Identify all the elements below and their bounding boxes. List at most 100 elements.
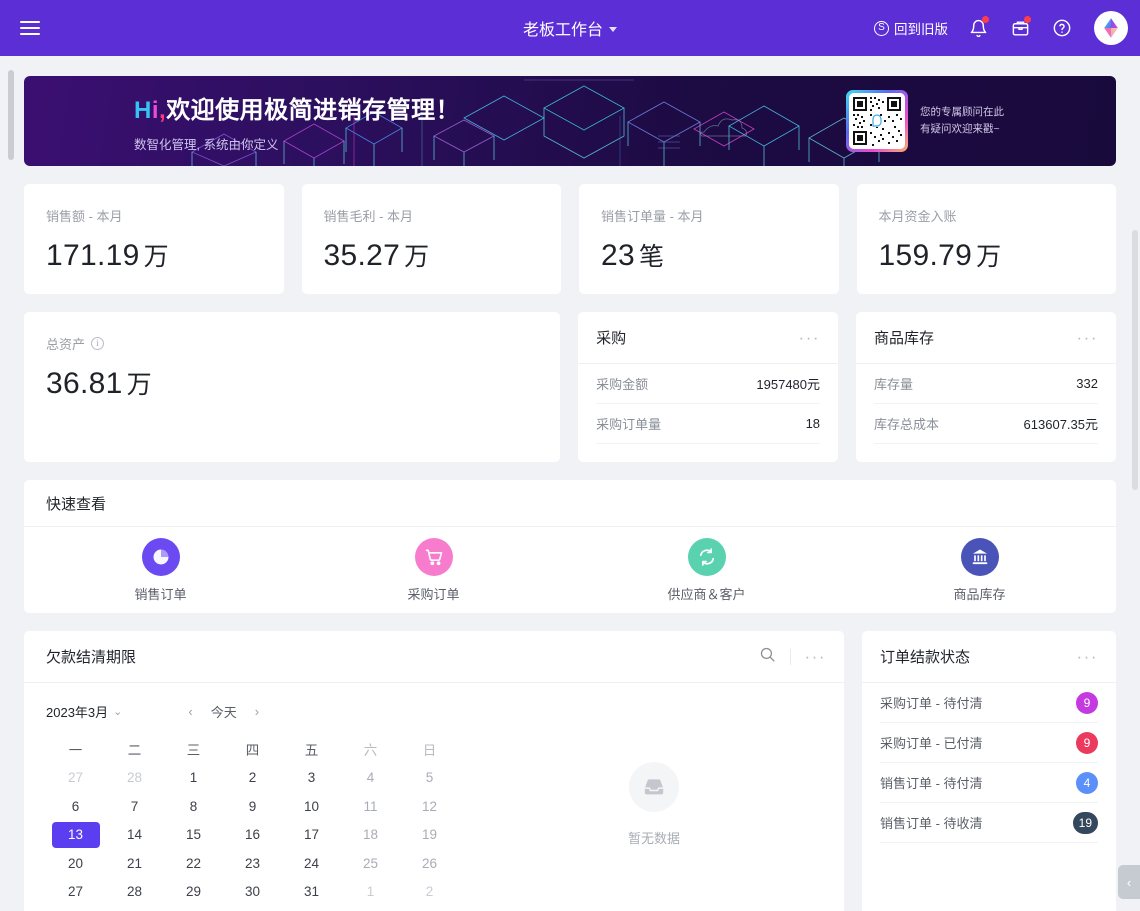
- calendar-day[interactable]: 3: [46, 906, 105, 911]
- more-options-icon[interactable]: ···: [1076, 327, 1098, 347]
- calendar-day[interactable]: 6: [223, 906, 282, 911]
- inbox-icon[interactable]: [1008, 16, 1032, 40]
- calendar-day[interactable]: 27: [67, 884, 84, 900]
- calendar-day[interactable]: 1: [366, 884, 375, 900]
- help-icon[interactable]: [1050, 16, 1074, 40]
- calendar-day[interactable]: 5: [425, 770, 434, 786]
- divider: [789, 648, 791, 665]
- calendar-day[interactable]: 21: [126, 855, 143, 871]
- calendar-day[interactable]: 27: [67, 770, 84, 786]
- info-icon[interactable]: i: [91, 337, 105, 350]
- calendar-day[interactable]: 16: [244, 827, 261, 843]
- inventory-card: 商品库存 ··· 库存量 332 库存总成本 613607.35元: [856, 312, 1116, 462]
- quick-item-purchase-order[interactable]: 采购订单: [297, 537, 570, 603]
- kpi-card-cash-in[interactable]: 本月资金入账 159.79 万: [856, 184, 1116, 294]
- avatar[interactable]: [1094, 11, 1128, 45]
- calendar-day[interactable]: 30: [244, 884, 261, 900]
- status-row-sales-uncollected[interactable]: 销售订单 - 待收清 19: [880, 803, 1098, 843]
- right-scrollbar-thumb[interactable]: [1132, 230, 1138, 490]
- calendar-day[interactable]: 26: [421, 855, 438, 871]
- calendar-day[interactable]: 2: [425, 884, 434, 900]
- status-label: 采购订单 - 待付清: [880, 696, 983, 711]
- calendar-day[interactable]: 1: [189, 770, 198, 786]
- calendar-day[interactable]: 3: [307, 770, 316, 786]
- calendar-day[interactable]: 8: [341, 906, 400, 911]
- shopping-cart-icon: [414, 537, 453, 576]
- calendar-day[interactable]: 14: [126, 827, 143, 843]
- calendar-day[interactable]: 12: [421, 798, 438, 814]
- calendar-day[interactable]: 25: [362, 855, 379, 871]
- calendar-day[interactable]: 23: [244, 855, 261, 871]
- calendar-day[interactable]: 28: [126, 884, 143, 900]
- calendar-day[interactable]: 9: [400, 906, 459, 911]
- calendar-day[interactable]: 19: [421, 827, 438, 843]
- calendar-day-selected[interactable]: 13: [46, 821, 105, 850]
- workspace-switcher[interactable]: 老板工作台: [522, 16, 618, 40]
- calendar-day[interactable]: 31: [303, 884, 320, 900]
- page-content: Hi,欢迎使用极简进销存管理！ 数智化管理, 系统由你定义: [0, 56, 1140, 911]
- calendar-day[interactable]: 10: [303, 798, 320, 814]
- more-options-icon[interactable]: ···: [798, 327, 821, 347]
- left-scrollbar-thumb[interactable]: [8, 70, 14, 160]
- workspace-title-label: 老板工作台: [522, 22, 604, 39]
- total-asset-label-wrap: 总资产 i: [46, 334, 538, 353]
- bell-icon[interactable]: [966, 16, 990, 40]
- calendar-day[interactable]: 9: [248, 798, 257, 814]
- kpi-value: 159.79 万: [879, 237, 1095, 273]
- calendar-day[interactable]: 5: [164, 906, 223, 911]
- quick-item-label: 供应商＆客户: [667, 586, 746, 602]
- kpi-label: 销售额 - 本月: [46, 209, 123, 224]
- calendar-day[interactable]: 6: [71, 798, 80, 814]
- quick-item-inventory[interactable]: 商品库存: [843, 537, 1116, 603]
- calendar-day[interactable]: 4: [366, 770, 375, 786]
- kpi-card-sales-amount[interactable]: 销售额 - 本月 171.19 万: [24, 184, 284, 294]
- calendar-day[interactable]: 17: [303, 827, 320, 843]
- calendar-day[interactable]: 8: [189, 798, 198, 814]
- status-row-purchase-paid[interactable]: 采购订单 - 已付清 9: [880, 723, 1098, 763]
- calendar-day[interactable]: 7: [282, 906, 341, 911]
- status-row-purchase-unpaid[interactable]: 采购订单 - 待付清 9: [880, 683, 1098, 723]
- calendar-day[interactable]: 20: [67, 855, 84, 871]
- kpi-value: 35.27 万: [324, 237, 540, 273]
- calendar-day[interactable]: 18: [362, 827, 379, 843]
- kpi-unit: 万: [976, 243, 1002, 271]
- kpi-number: 35.27: [323, 239, 401, 272]
- pie-chart-icon: [141, 537, 180, 576]
- calendar-day[interactable]: 24: [303, 855, 320, 871]
- more-options-icon[interactable]: ···: [804, 646, 826, 666]
- calendar-day[interactable]: 22: [185, 855, 202, 871]
- kpi-card-sales-order-count[interactable]: 销售订单量 - 本月 23 笔: [579, 184, 839, 294]
- quick-item-supplier-customer[interactable]: 供应商＆客户: [570, 537, 843, 603]
- calendar-day[interactable]: 2: [248, 770, 257, 786]
- back-to-old-version-button[interactable]: S 回到旧版: [874, 18, 948, 38]
- search-icon[interactable]: [759, 646, 776, 668]
- qr-code[interactable]: [846, 90, 908, 152]
- status-label: 销售订单 - 待付清: [880, 776, 983, 791]
- calendar-day[interactable]: 4: [105, 906, 164, 911]
- status-row-sales-unpaid[interactable]: 销售订单 - 待付清 4: [880, 763, 1098, 803]
- more-options-icon[interactable]: ···: [1076, 646, 1098, 666]
- calendar-toolbar: 2023年3月 ⌄ ‹ 今天 ›: [46, 697, 464, 725]
- inbox-empty-icon: [629, 762, 679, 813]
- calendar-day[interactable]: 29: [185, 884, 202, 900]
- kpi-label: 销售毛利 - 本月: [323, 209, 414, 224]
- quick-item-sales-order[interactable]: 销售订单: [24, 537, 297, 603]
- weekday-header: 六: [363, 743, 378, 759]
- row-value: 18: [805, 416, 821, 431]
- kpi-label: 本月资金入账: [878, 209, 957, 224]
- hamburger-icon[interactable]: [20, 16, 44, 40]
- kpi-card-gross-profit[interactable]: 销售毛利 - 本月 35.27 万: [301, 184, 561, 294]
- purchase-card-header: 采购 ···: [578, 312, 839, 364]
- calendar-day[interactable]: 15: [185, 827, 202, 843]
- prev-month-button[interactable]: ‹: [188, 703, 193, 719]
- purchase-card-title: 采购: [596, 330, 627, 347]
- weekday-header: 二: [127, 743, 142, 759]
- today-button[interactable]: 今天: [210, 704, 237, 720]
- calendar-month-selector[interactable]: 2023年3月 ⌄: [46, 702, 122, 721]
- total-asset-card[interactable]: 总资产 i 36.81 万: [24, 312, 561, 462]
- calendar-day[interactable]: 7: [130, 798, 139, 814]
- next-month-button[interactable]: ›: [254, 703, 260, 719]
- calendar-day[interactable]: 11: [363, 798, 378, 814]
- calendar-day[interactable]: 28: [126, 770, 143, 786]
- collapse-panel-handle[interactable]: ‹: [1118, 865, 1140, 899]
